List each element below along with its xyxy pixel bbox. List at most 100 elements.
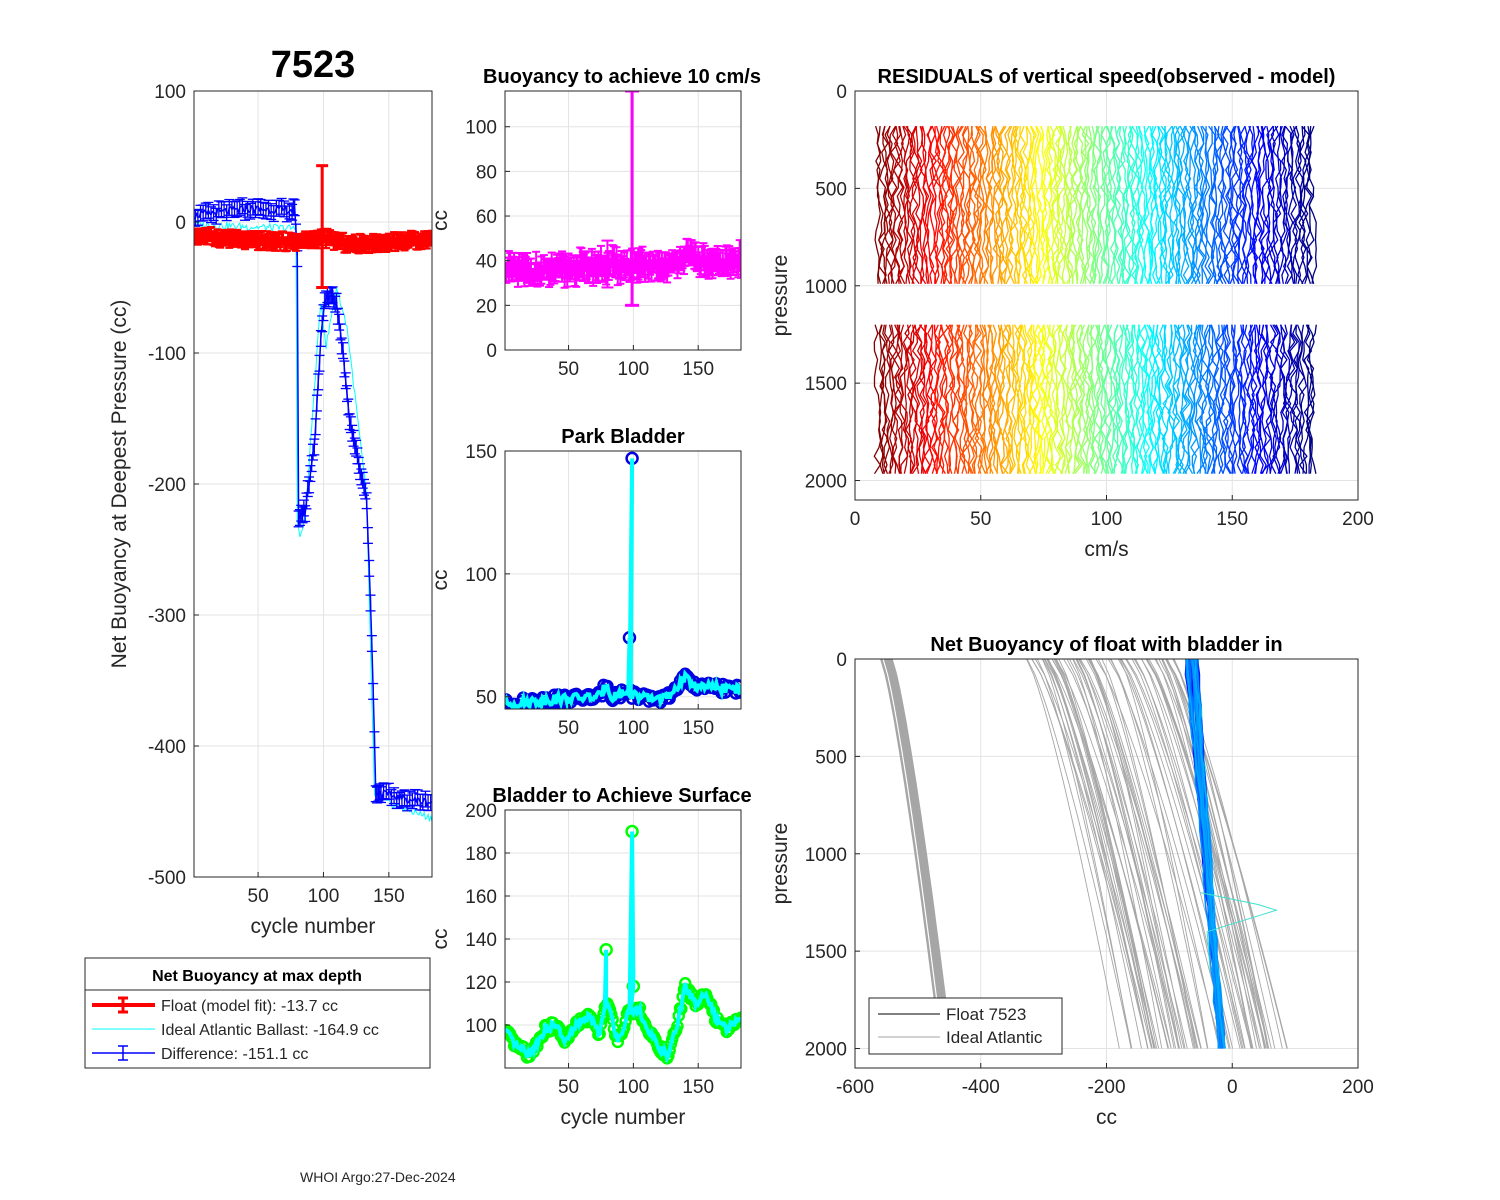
buoyancy_10cms-axes: 50 100 150 0 20 40 60 80 100 Buoyancy to achieve … (429, 66, 761, 380)
residual-profile (1308, 324, 1317, 474)
x-tick-label: 0 (1227, 1077, 1238, 1098)
y-tick-label: 80 (476, 162, 497, 183)
ideal-profile (1051, 659, 1169, 1049)
plot-layer (505, 451, 741, 709)
legend-item-label: Ideal Atlantic Ballast: -164.9 cc (161, 1022, 379, 1039)
plot-area (505, 451, 741, 709)
residual-profile (966, 126, 976, 285)
ideal-profile (1078, 659, 1183, 1049)
residual-profile (1212, 324, 1221, 474)
ideal-profile (888, 659, 950, 1049)
y-tick-label: 500 (815, 179, 847, 200)
x-axis-label: cm/s (1084, 538, 1128, 561)
x-tick-label: 50 (558, 359, 579, 380)
residual-profile (1205, 126, 1215, 285)
buoyancy-line (505, 248, 741, 280)
residual-profile (1043, 324, 1052, 475)
residual-profile (1191, 324, 1200, 474)
residual-profile (1138, 324, 1148, 474)
residual-profile (1138, 126, 1147, 284)
y-tick-label: 140 (465, 930, 497, 951)
ideal-profile (1095, 659, 1222, 1049)
residual-profile (995, 126, 1004, 284)
residual-profile (1066, 324, 1076, 474)
ideal-profile (1110, 659, 1220, 1049)
legend-bladder-in: Float 7523 Ideal Atlantic (868, 997, 1063, 1055)
residual-profile (1222, 324, 1232, 475)
residual-profile (1196, 125, 1205, 284)
residual-profile (1014, 324, 1023, 474)
y-axis-label: pressure (769, 823, 792, 905)
residual-profile (973, 324, 983, 474)
residual-profile (1234, 125, 1243, 285)
residual-profile (1181, 324, 1191, 474)
residual-profile (981, 324, 990, 474)
x-tick-label: 200 (1342, 509, 1374, 530)
residual-profile (1017, 125, 1026, 284)
float-profile (1193, 659, 1226, 1049)
x-tick-label: 50 (970, 509, 991, 530)
residual-profile (1186, 324, 1195, 475)
residual-profile (899, 125, 909, 285)
residual-profile (1268, 324, 1277, 474)
residual-profile (1162, 126, 1172, 284)
residual-profile (1060, 125, 1068, 284)
x-tick-label: 100 (308, 886, 340, 907)
residual-profile (1282, 324, 1291, 474)
residual-profile (964, 126, 972, 285)
residual-profile (911, 324, 921, 475)
residual-profile (1033, 125, 1042, 284)
plot-layer (505, 91, 741, 307)
y-tick-label: 1000 (805, 277, 847, 298)
y-tick-label: -200 (148, 475, 186, 496)
residual-profile (1105, 324, 1113, 474)
residual-profile (906, 126, 916, 285)
ideal-profile (1126, 659, 1252, 1049)
residual-profile (1141, 324, 1150, 474)
residual-profile (961, 324, 970, 474)
residual-profile (1174, 125, 1183, 284)
residual-profile (930, 125, 940, 284)
residual-profile (933, 324, 942, 474)
ideal-profile (1089, 659, 1202, 1049)
residual-profile (1041, 125, 1050, 284)
residual-profile (1267, 126, 1276, 285)
x-axis-label: cc (1096, 1106, 1117, 1129)
x-tick-label: -600 (836, 1077, 874, 1098)
y-tick-label: 60 (476, 207, 497, 228)
residual-profile (1162, 324, 1172, 474)
residual-profile (1303, 125, 1313, 284)
y-tick-label: 500 (815, 747, 847, 768)
outlier-profile (1200, 892, 1278, 971)
residual-profile (916, 324, 925, 474)
footer-stamp: WHOI Argo:27-Dec-2024 (300, 1169, 456, 1185)
residual-profile (1014, 125, 1023, 284)
y-axis-label: cc (429, 570, 452, 591)
chart-title: 7523 (271, 44, 356, 86)
residual-profile (954, 324, 963, 474)
residual-profile (1298, 324, 1308, 475)
residual-profile (1091, 324, 1100, 474)
residual-profile (928, 126, 937, 284)
x-tick-label: 150 (682, 1077, 714, 1098)
x-tick-label: -400 (962, 1077, 1000, 1098)
legend-item-label: Difference: -151.1 cc (161, 1046, 308, 1063)
residual-profiles (873, 125, 1318, 475)
residual-profile (1131, 324, 1140, 474)
residual-profile (1031, 324, 1040, 474)
residual-profile (1272, 125, 1282, 285)
residual-profile (1241, 125, 1250, 284)
residual-profile (930, 324, 940, 474)
residual-profile (1120, 125, 1128, 284)
residual-profile (1277, 126, 1286, 284)
y-tick-label: -500 (148, 868, 186, 889)
residual-profile (1107, 324, 1117, 474)
ideal-profile (1047, 659, 1149, 1049)
residual-profile (1074, 324, 1083, 475)
residual-profile (1105, 125, 1114, 285)
ideal-profile (1101, 659, 1196, 1049)
y-tick-label: 120 (465, 973, 497, 994)
